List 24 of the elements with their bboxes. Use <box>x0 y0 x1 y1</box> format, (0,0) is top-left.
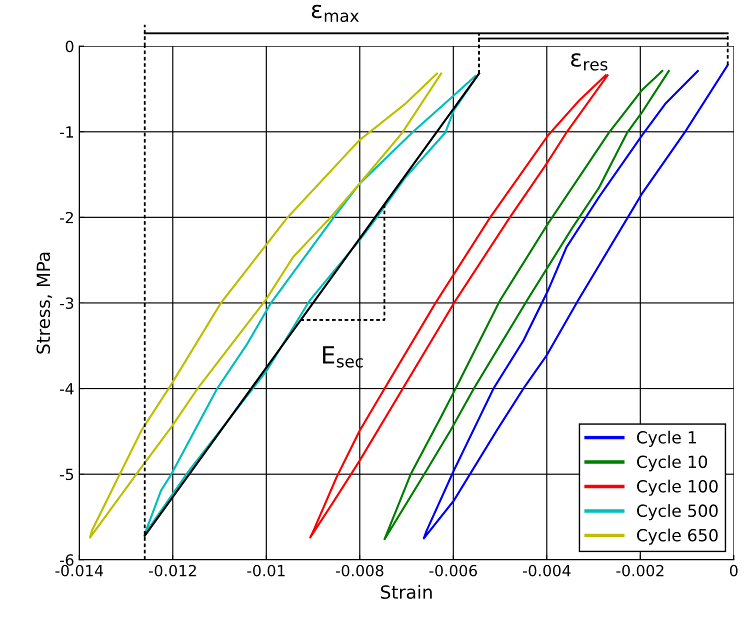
y-tick-label: -6 <box>60 554 74 566</box>
y-tick-label: -1 <box>60 126 74 138</box>
x-tick-label: -0.006 <box>429 564 477 576</box>
y-tick-label: 0 <box>66 40 74 52</box>
y-tick-label: -3 <box>60 297 74 309</box>
x-axis-title: Strain <box>380 584 432 599</box>
y-tick-label: -2 <box>60 212 73 224</box>
legend-label: Cycle 10 <box>637 455 708 472</box>
x-tick-label: 0 <box>730 564 738 576</box>
legend-label: Cycle 100 <box>637 480 718 496</box>
legend-label: Cycle 500 <box>637 504 718 520</box>
x-tick-label: -0.012 <box>148 564 196 576</box>
y-axis-title: Stress, MPa <box>36 252 52 354</box>
x-tick-label: -0.01 <box>247 564 285 576</box>
x-tick-label: -0.004 <box>522 564 571 576</box>
text: ε$_{max}$ <box>312 4 359 22</box>
legend-label: Cycle 1 <box>637 430 696 447</box>
x-tick-label: -0.002 <box>616 564 664 576</box>
legend-label: Cycle 650 <box>637 528 718 545</box>
y-tick-label: -5 <box>60 468 74 480</box>
x-tick-label: -0.014 <box>55 564 104 576</box>
annotation: ε$_{res}$ <box>571 53 608 71</box>
x-tick-label: -0.008 <box>336 564 384 576</box>
y-tick-label: -4 <box>60 383 74 394</box>
